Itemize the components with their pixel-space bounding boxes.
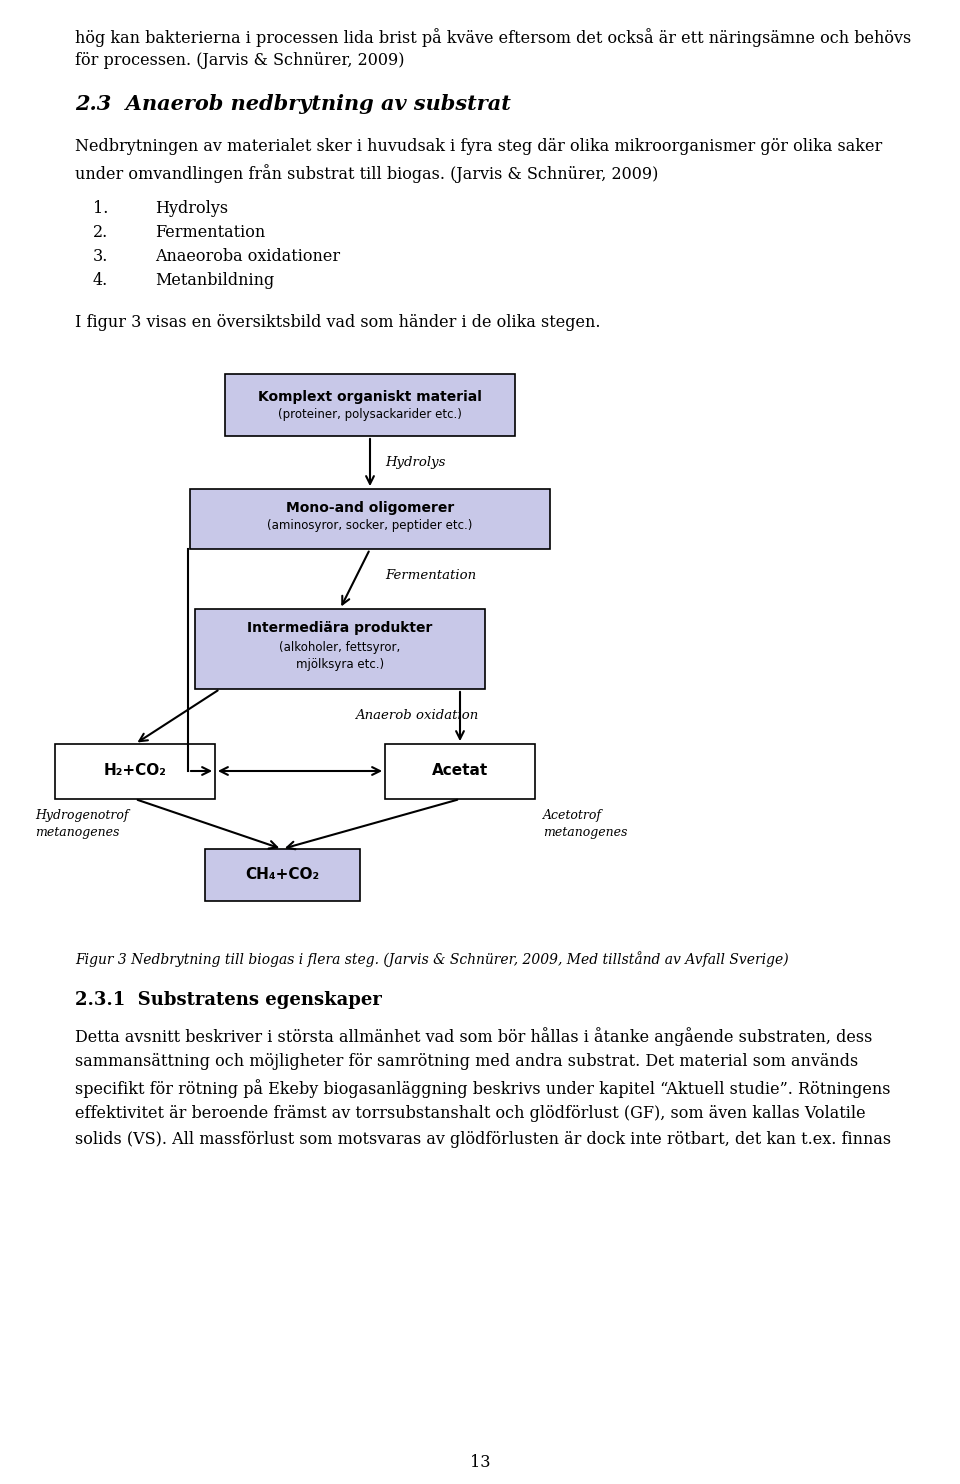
Text: specifikt för rötning på Ekeby biogasanläggning beskrivs under kapitel “Aktuell : specifikt för rötning på Ekeby biogasanl… <box>75 1079 891 1098</box>
Text: Fermentation: Fermentation <box>385 568 476 582</box>
Text: solids (VS). All massförlust som motsvaras av glödförlusten är dock inte rötbart: solids (VS). All massförlust som motsvar… <box>75 1131 891 1149</box>
Text: Hydrolys: Hydrolys <box>385 456 445 469</box>
Text: (aminosyror, socker, peptider etc.): (aminosyror, socker, peptider etc.) <box>267 519 472 531</box>
Text: för processen. (Jarvis & Schnürer, 2009): för processen. (Jarvis & Schnürer, 2009) <box>75 52 404 68</box>
Text: 2.3.1  Substratens egenskaper: 2.3.1 Substratens egenskaper <box>75 991 382 1009</box>
Text: Hydrogenotrof
metanogenes: Hydrogenotrof metanogenes <box>35 809 129 838</box>
Text: Anaeoroba oxidationer: Anaeoroba oxidationer <box>155 248 340 266</box>
Text: I figur 3 visas en översiktsbild vad som händer i de olika stegen.: I figur 3 visas en översiktsbild vad som… <box>75 315 601 331</box>
FancyBboxPatch shape <box>385 743 535 798</box>
FancyBboxPatch shape <box>195 608 485 689</box>
Text: Nedbrytningen av materialet sker i huvudsak i fyra steg där olika mikroorganisme: Nedbrytningen av materialet sker i huvud… <box>75 138 882 154</box>
Text: 13: 13 <box>469 1454 491 1471</box>
Text: Mono-and oligomerer: Mono-and oligomerer <box>286 502 454 515</box>
FancyBboxPatch shape <box>190 490 550 549</box>
Text: 3.: 3. <box>93 248 108 266</box>
Text: Hydrolys: Hydrolys <box>155 200 228 217</box>
Text: Acetat: Acetat <box>432 763 488 778</box>
Text: Figur 3 Nedbrytning till biogas i flera steg. (Jarvis & Schnürer, 2009, Med till: Figur 3 Nedbrytning till biogas i flera … <box>75 951 788 968</box>
Text: 1.: 1. <box>93 200 108 217</box>
Text: Acetotrof
metanogenes: Acetotrof metanogenes <box>543 809 628 838</box>
Text: Komplext organiskt material: Komplext organiskt material <box>258 390 482 404</box>
Text: Fermentation: Fermentation <box>155 224 265 240</box>
Text: Detta avsnitt beskriver i största allmänhet vad som bör hållas i åtanke angående: Detta avsnitt beskriver i största allmän… <box>75 1027 873 1046</box>
Text: Metanbildning: Metanbildning <box>155 272 275 289</box>
Text: CH₄+CO₂: CH₄+CO₂ <box>245 867 319 881</box>
Text: 2.: 2. <box>93 224 108 240</box>
Text: 2.3  Anaerob nedbrytning av substrat: 2.3 Anaerob nedbrytning av substrat <box>75 93 511 114</box>
Text: under omvandlingen från substrat till biogas. (Jarvis & Schnürer, 2009): under omvandlingen från substrat till bi… <box>75 165 659 183</box>
Text: Anaerob oxidation: Anaerob oxidation <box>355 709 478 723</box>
Text: Intermediära produkter: Intermediära produkter <box>248 620 433 635</box>
Text: 4.: 4. <box>93 272 108 289</box>
Text: (proteiner, polysackarider etc.): (proteiner, polysackarider etc.) <box>278 408 462 421</box>
Text: sammansättning och möjligheter för samrötning med andra substrat. Det material s: sammansättning och möjligheter för samrö… <box>75 1054 858 1070</box>
FancyBboxPatch shape <box>225 374 515 436</box>
FancyBboxPatch shape <box>205 849 360 901</box>
Text: effektivitet är beroende främst av torrsubstanshalt och glödförlust (GF), som äv: effektivitet är beroende främst av torrs… <box>75 1106 866 1122</box>
FancyBboxPatch shape <box>55 743 215 798</box>
Text: hög kan bakterierna i processen lida brist på kväve eftersom det också är ett nä: hög kan bakterierna i processen lida bri… <box>75 28 911 47</box>
Text: (alkoholer, fettsyror,
mjölksyra etc.): (alkoholer, fettsyror, mjölksyra etc.) <box>279 641 400 671</box>
Text: H₂+CO₂: H₂+CO₂ <box>104 763 166 778</box>
